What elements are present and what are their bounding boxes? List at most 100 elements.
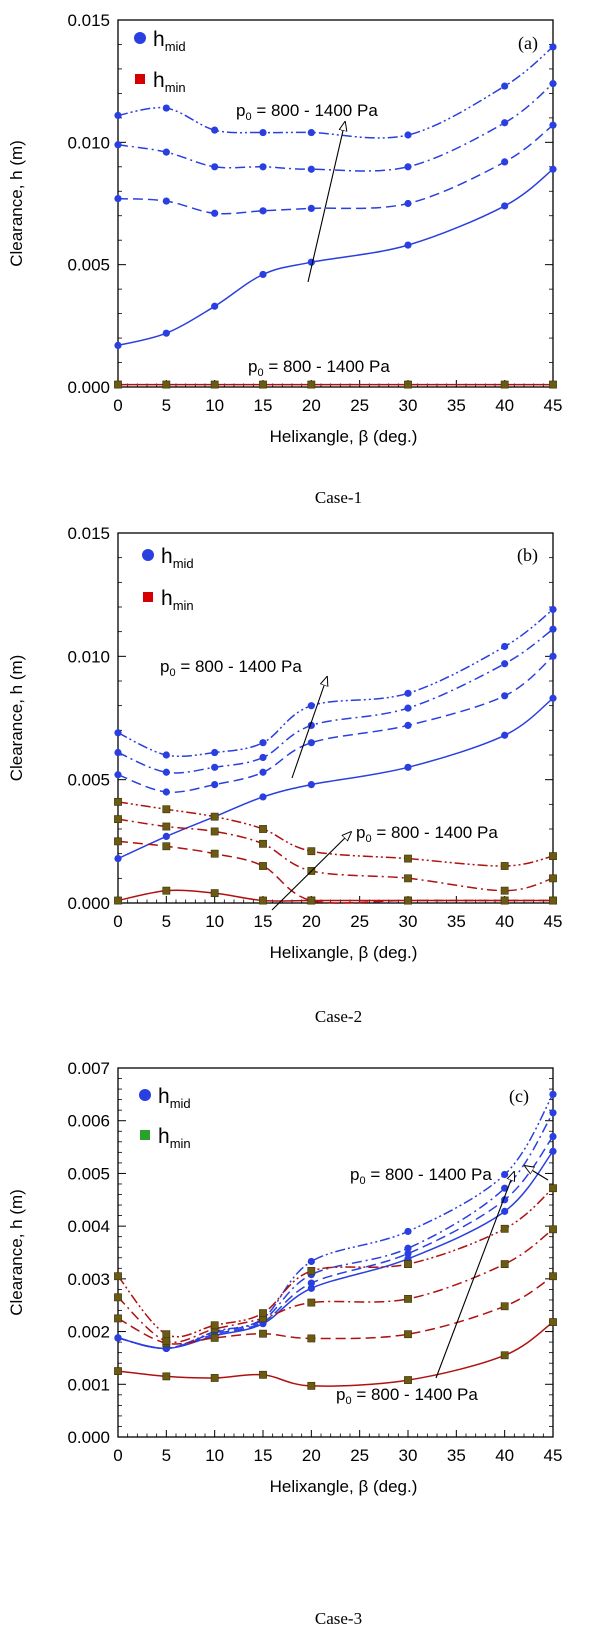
data-point-circle xyxy=(549,652,557,660)
legend-mid-symbol: h xyxy=(153,28,165,51)
annotation-arrow xyxy=(525,1166,549,1181)
data-point-square xyxy=(210,1321,219,1330)
x-tick-label: 10 xyxy=(205,396,224,415)
data-point-square xyxy=(114,1367,122,1376)
data-point-square xyxy=(307,896,316,905)
y-tick-label: 0.010 xyxy=(67,647,110,666)
annotation-range: = 800 - 1400 Pa xyxy=(372,823,499,842)
x-tick-label: 15 xyxy=(254,912,273,931)
series-min-dash xyxy=(114,1272,557,1348)
annotation-subscript: 0 xyxy=(169,667,175,679)
data-point-circle xyxy=(114,195,122,203)
annotation: p0 = 800 - 1400 Pa xyxy=(336,1172,514,1407)
legend-mid-marker xyxy=(139,1089,151,1101)
legend-min-label: hmin xyxy=(158,1125,191,1151)
x-tick-label: 40 xyxy=(495,1446,514,1465)
data-point-circle xyxy=(501,1184,509,1192)
legend-min-label: hmin xyxy=(153,69,186,95)
legend-mid-symbol: h xyxy=(161,545,173,568)
data-point-circle xyxy=(114,855,122,863)
series-min-dashdot xyxy=(114,1225,557,1345)
data-point-circle xyxy=(549,1132,557,1141)
data-point-circle xyxy=(404,131,412,139)
annotation-arrow xyxy=(291,677,327,779)
data-point-square xyxy=(114,380,122,389)
data-point-circle xyxy=(404,199,412,208)
data-point-circle xyxy=(211,126,219,134)
annotation-range: = 800 - 1400 Pa xyxy=(176,657,303,676)
data-point-circle xyxy=(162,329,170,337)
data-point-circle xyxy=(162,197,170,205)
data-point-circle xyxy=(501,660,509,668)
x-tick-label: 10 xyxy=(205,1446,224,1465)
data-point-circle xyxy=(211,209,219,217)
panel-caption: Case-2 xyxy=(315,1007,362,1026)
data-point-square xyxy=(162,1337,171,1345)
panel-label: (b) xyxy=(517,545,538,566)
data-point-square xyxy=(162,886,171,895)
annotation-symbol: p xyxy=(356,823,365,842)
data-point-square xyxy=(500,1351,509,1360)
data-point-circle xyxy=(549,1147,557,1155)
data-point-square xyxy=(404,1260,412,1268)
data-point-circle xyxy=(549,43,557,51)
annotation-subscript: 0 xyxy=(345,1395,351,1407)
x-tick-label: 35 xyxy=(447,396,466,415)
annotation-arrow xyxy=(307,122,345,283)
annotation: p0 = 800 - 1400 Pa xyxy=(350,1165,549,1187)
annotation-text: p0 = 800 - 1400 Pa xyxy=(160,657,302,679)
data-point-square xyxy=(307,1267,316,1275)
series-line xyxy=(117,83,554,172)
data-point-square xyxy=(210,1374,219,1382)
data-point-square xyxy=(549,852,557,861)
series-min-solid xyxy=(114,1318,557,1390)
legend-mid-marker xyxy=(142,549,154,561)
series-mid-dashdotdot xyxy=(114,1090,557,1353)
data-point-circle xyxy=(549,1090,557,1098)
y-axis-label: Clearance, h (m) xyxy=(7,140,26,267)
data-point-circle xyxy=(307,702,315,710)
data-point-square xyxy=(162,805,171,814)
data-point-square xyxy=(404,896,412,905)
data-point-circle xyxy=(211,748,219,757)
x-tick-label: 20 xyxy=(302,396,321,415)
legend: hmid hmin xyxy=(139,1085,191,1151)
data-point-square xyxy=(500,1302,509,1311)
legend: hmid hmin xyxy=(134,28,186,95)
data-point-square xyxy=(404,1294,412,1303)
x-tick-label: 40 xyxy=(495,912,514,931)
data-point-circle xyxy=(259,128,267,137)
legend-mid-subscript: mid xyxy=(165,39,186,54)
legend-mid-label: hmid xyxy=(161,545,194,571)
data-point-square xyxy=(500,1224,509,1233)
data-point-circle xyxy=(114,1334,122,1342)
data-point-square xyxy=(307,847,316,856)
y-tick-label: 0.007 xyxy=(67,1059,110,1078)
y-tick-label: 0.015 xyxy=(67,11,110,30)
data-point-circle xyxy=(549,694,557,702)
data-point-square xyxy=(114,837,122,846)
series-line xyxy=(117,801,554,867)
data-point-square xyxy=(162,842,171,851)
legend-min-label: hmin xyxy=(161,587,194,613)
x-axis-label: Helixangle, β (deg.) xyxy=(270,427,418,446)
data-point-circle xyxy=(501,158,509,166)
legend-mid-label: hmid xyxy=(158,1085,191,1111)
data-point-square xyxy=(114,896,122,905)
data-point-square xyxy=(549,896,557,905)
series-line xyxy=(117,1112,554,1350)
x-tick-label: 45 xyxy=(544,912,563,931)
y-tick-label: 0.006 xyxy=(67,1112,110,1131)
data-point-circle xyxy=(501,202,509,210)
data-point-square xyxy=(210,827,219,836)
x-tick-label: 20 xyxy=(302,1446,321,1465)
data-point-square xyxy=(259,1329,267,1338)
data-point-square xyxy=(162,1330,171,1339)
data-point-square xyxy=(307,1334,316,1343)
annotation-subscript: 0 xyxy=(245,111,251,123)
legend-mid-symbol: h xyxy=(158,1085,170,1108)
x-tick-label: 30 xyxy=(399,1446,418,1465)
series-mid-dash xyxy=(114,652,557,796)
data-point-circle xyxy=(259,270,267,279)
panel-label: (c) xyxy=(509,1086,529,1107)
